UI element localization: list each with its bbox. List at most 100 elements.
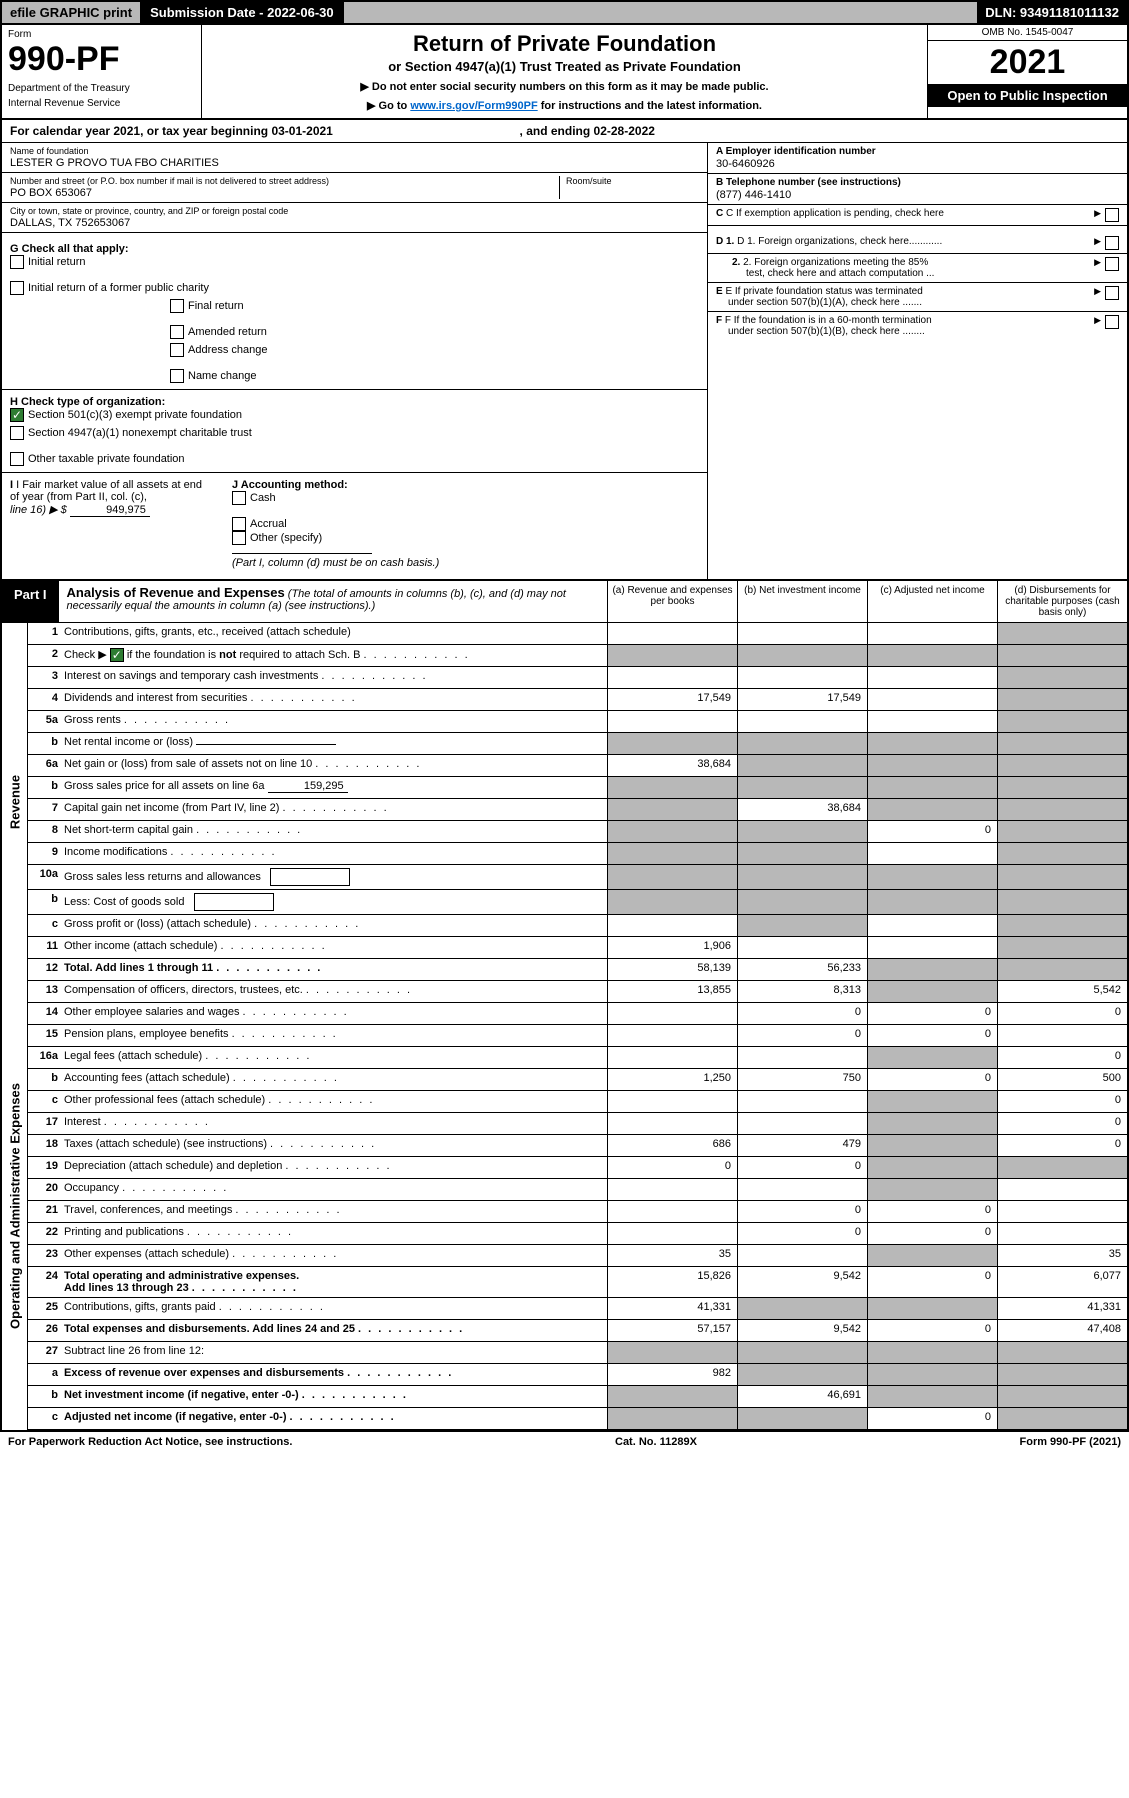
h-501c3-checkbox[interactable] bbox=[10, 408, 24, 422]
line-text: Gross profit or (loss) (attach schedule) bbox=[62, 915, 607, 936]
cell-a bbox=[607, 1386, 737, 1407]
cell-a bbox=[607, 843, 737, 864]
line-text: Check ▶ if the foundation is not require… bbox=[62, 645, 607, 666]
cell-c bbox=[867, 667, 997, 688]
cell-c bbox=[867, 843, 997, 864]
line-text: Income modifications bbox=[62, 843, 607, 864]
line-text: Contributions, gifts, grants paid bbox=[62, 1298, 607, 1319]
part1-desc: Analysis of Revenue and Expenses (The to… bbox=[59, 581, 607, 622]
line-num: 3 bbox=[28, 667, 62, 688]
line-text: Other professional fees (attach schedule… bbox=[62, 1091, 607, 1112]
line-14: 14Other employee salaries and wages 000 bbox=[28, 1003, 1127, 1025]
form-note1: ▶ Do not enter social security numbers o… bbox=[212, 80, 917, 93]
g-address-checkbox[interactable] bbox=[170, 343, 184, 357]
cell-b bbox=[737, 843, 867, 864]
c-checkbox[interactable] bbox=[1105, 208, 1119, 222]
line-10a: 10aGross sales less returns and allowanc… bbox=[28, 865, 1127, 890]
line-22: 22Printing and publications 00 bbox=[28, 1223, 1127, 1245]
form990pf-link[interactable]: www.irs.gov/Form990PF bbox=[410, 100, 537, 112]
cell-d bbox=[997, 1386, 1127, 1407]
g-amended-checkbox[interactable] bbox=[170, 325, 184, 339]
h-4947-checkbox[interactable] bbox=[10, 426, 24, 440]
line-text: Total expenses and disbursements. Add li… bbox=[62, 1320, 607, 1341]
cell-c bbox=[867, 799, 997, 820]
paperwork-notice: For Paperwork Reduction Act Notice, see … bbox=[8, 1436, 292, 1448]
line-num: 8 bbox=[28, 821, 62, 842]
cell-d: 6,077 bbox=[997, 1267, 1127, 1297]
line-24: 24Total operating and administrative exp… bbox=[28, 1267, 1127, 1298]
line-text: Subtract line 26 from line 12: bbox=[62, 1342, 607, 1363]
cell-a bbox=[607, 667, 737, 688]
dln: DLN: 93491181011132 bbox=[977, 2, 1127, 23]
address-row: Number and street (or P.O. box number if… bbox=[2, 173, 707, 203]
line-num: b bbox=[28, 1386, 62, 1407]
line-27c: cAdjusted net income (if negative, enter… bbox=[28, 1408, 1127, 1430]
cell-b: 9,542 bbox=[737, 1267, 867, 1297]
cell-a bbox=[607, 915, 737, 936]
cell-b bbox=[737, 645, 867, 666]
line-text: Other employee salaries and wages bbox=[62, 1003, 607, 1024]
g-initial-pc-checkbox[interactable] bbox=[10, 281, 24, 295]
line-text: Less: Cost of goods sold bbox=[62, 890, 607, 914]
cell-b bbox=[737, 755, 867, 776]
line-num: 4 bbox=[28, 689, 62, 710]
line-num: 25 bbox=[28, 1298, 62, 1319]
cell-c bbox=[867, 733, 997, 754]
line-num: 5a bbox=[28, 711, 62, 732]
j-other-checkbox[interactable] bbox=[232, 531, 246, 545]
cell-d bbox=[997, 1364, 1127, 1385]
cell-c: 0 bbox=[867, 1408, 997, 1429]
cell-a bbox=[607, 1223, 737, 1244]
j-cash-checkbox[interactable] bbox=[232, 491, 246, 505]
cell-d bbox=[997, 1179, 1127, 1200]
cell-d bbox=[997, 1342, 1127, 1363]
line-text: Depreciation (attach schedule) and deple… bbox=[62, 1157, 607, 1178]
cell-a: 1,250 bbox=[607, 1069, 737, 1090]
cell-c bbox=[867, 937, 997, 958]
cell-c bbox=[867, 1091, 997, 1112]
f-checkbox[interactable] bbox=[1105, 315, 1119, 329]
h-other-taxable-checkbox[interactable] bbox=[10, 452, 24, 466]
e-checkbox[interactable] bbox=[1105, 286, 1119, 300]
line-num: 6a bbox=[28, 755, 62, 776]
cell-b bbox=[737, 937, 867, 958]
cell-b: 38,684 bbox=[737, 799, 867, 820]
cell-b bbox=[737, 1342, 867, 1363]
line-text: Pension plans, employee benefits bbox=[62, 1025, 607, 1046]
g-name-checkbox[interactable] bbox=[170, 369, 184, 383]
city-state-zip: DALLAS, TX 752653067 bbox=[10, 217, 699, 229]
line-20: 20Occupancy bbox=[28, 1179, 1127, 1201]
cell-b bbox=[737, 1091, 867, 1112]
revenue-side-label: Revenue bbox=[2, 623, 28, 981]
d2-checkbox[interactable] bbox=[1105, 257, 1119, 271]
cell-a bbox=[607, 1003, 737, 1024]
line-text: Accounting fees (attach schedule) bbox=[62, 1069, 607, 1090]
tax-year: 2021 bbox=[928, 41, 1127, 84]
cell-c: 0 bbox=[867, 1223, 997, 1244]
expenses-side-label: Operating and Administrative Expenses bbox=[2, 981, 28, 1430]
line-num: 9 bbox=[28, 843, 62, 864]
dept-irs: Internal Revenue Service bbox=[8, 98, 195, 109]
cell-d bbox=[997, 755, 1127, 776]
line-text: Net investment income (if negative, ente… bbox=[62, 1386, 607, 1407]
cell-a: 35 bbox=[607, 1245, 737, 1266]
cell-c bbox=[867, 755, 997, 776]
cell-a bbox=[607, 1047, 737, 1068]
form-subtitle: or Section 4947(a)(1) Trust Treated as P… bbox=[212, 59, 917, 74]
line-num: 10a bbox=[28, 865, 62, 889]
cell-c bbox=[867, 865, 997, 889]
cell-c bbox=[867, 1386, 997, 1407]
d1-checkbox[interactable] bbox=[1105, 236, 1119, 250]
cell-c bbox=[867, 1179, 997, 1200]
line-num: 12 bbox=[28, 959, 62, 980]
cell-b bbox=[737, 733, 867, 754]
j-accrual-checkbox[interactable] bbox=[232, 517, 246, 531]
cell-b bbox=[737, 915, 867, 936]
line-2: 2Check ▶ if the foundation is not requir… bbox=[28, 645, 1127, 667]
g-final-checkbox[interactable] bbox=[170, 299, 184, 313]
schB-not-required-checkbox[interactable] bbox=[110, 648, 124, 662]
cell-c bbox=[867, 645, 997, 666]
cell-b: 750 bbox=[737, 1069, 867, 1090]
g-initial-checkbox[interactable] bbox=[10, 255, 24, 269]
line-text: Net gain or (loss) from sale of assets n… bbox=[62, 755, 607, 776]
